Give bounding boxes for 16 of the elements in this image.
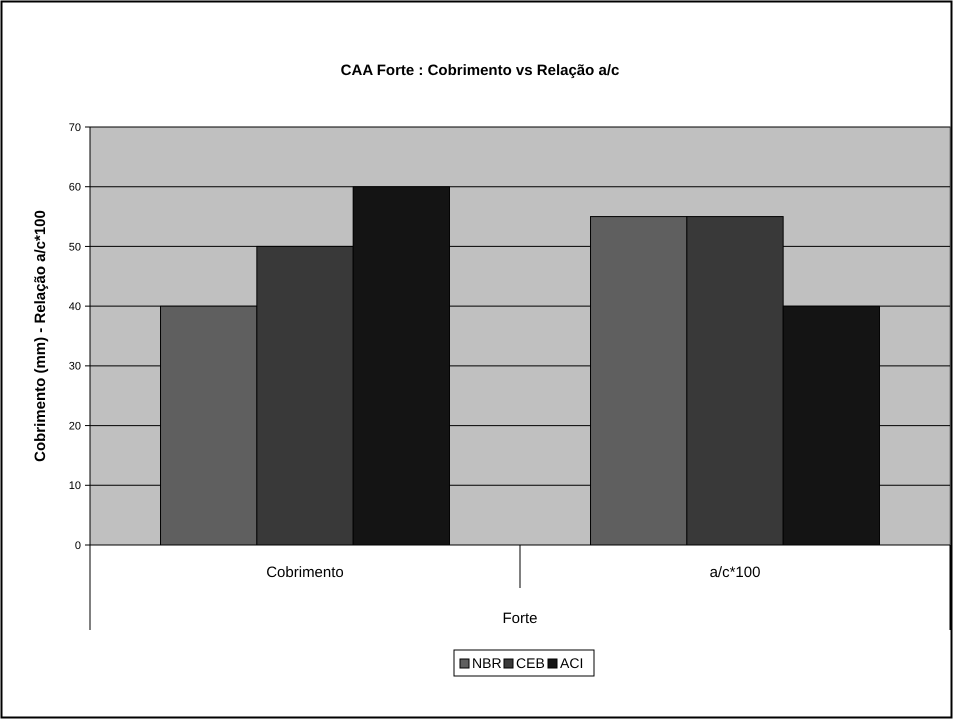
legend-label: ACI <box>560 654 584 671</box>
y-tick-label: 50 <box>68 241 81 254</box>
y-tick-label: 0 <box>74 540 81 552</box>
y-tick-label: 60 <box>68 182 81 194</box>
x-tick-label: a/c*100 <box>710 564 760 581</box>
x-axis-title: Forte <box>502 610 538 627</box>
y-tick-label: 30 <box>68 360 81 373</box>
y-axis-title: Cobrimento (mm) - Relação a/c*100 <box>32 210 49 462</box>
chart-title: CAA Forte : Cobrimento vs Relação a/c <box>340 62 620 79</box>
y-tick-label: 70 <box>68 122 81 134</box>
y-tick-label: 20 <box>68 420 81 432</box>
legend-label: NBR <box>472 654 502 671</box>
legend-label: CEB <box>516 654 545 671</box>
y-tick-label: 40 <box>68 300 81 313</box>
x-tick-label: Cobrimento <box>266 564 344 581</box>
y-tick-label: 10 <box>68 480 81 492</box>
